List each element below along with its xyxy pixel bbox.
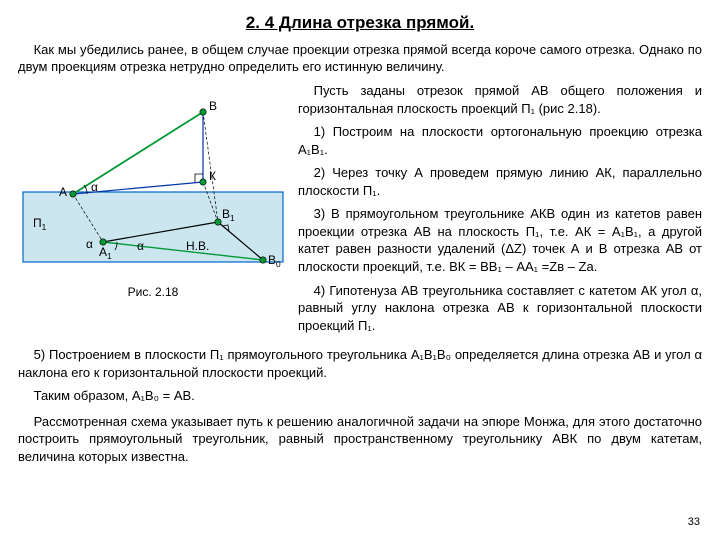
svg-text:К: К: [209, 169, 216, 183]
title: 2. 4 Длина отрезка прямой.: [18, 12, 702, 35]
rhs-top: Пусть заданы отрезок прямой АВ общего по…: [298, 82, 702, 117]
svg-text:α: α: [91, 180, 98, 194]
rhs-1: 1) Построим на плоскости ортогональную п…: [298, 123, 702, 158]
rhs-2: 2) Через точку А проведем прямую линию А…: [298, 164, 702, 199]
page-number: 33: [688, 515, 700, 530]
figure-2-18: П1αααН.В.АВКА1В1В0 Рис. 2.18: [18, 82, 288, 300]
bottom-3: Рассмотренная схема указывает путь к реш…: [18, 413, 702, 466]
rhs-4: 4) Гипотенуза АВ треугольника составляет…: [298, 282, 702, 335]
svg-text:В: В: [209, 99, 217, 113]
bottom-2: Таким образом, А₁В₀ = АВ.: [18, 387, 702, 405]
figure-caption: Рис. 2.18: [18, 284, 288, 300]
svg-text:А: А: [59, 185, 67, 199]
svg-text:α: α: [86, 237, 93, 251]
rhs-3: 3) В прямоугольном треугольнике АКВ один…: [298, 205, 702, 275]
bottom-1: 5) Построением в плоскости П₁ прямоуголь…: [18, 346, 702, 381]
figure-and-text: П1αααН.В.АВКА1В1В0 Рис. 2.18 Пусть задан…: [18, 82, 702, 340]
svg-text:α: α: [137, 239, 144, 253]
svg-text:Н.В.: Н.В.: [186, 239, 209, 253]
intro: Как мы убедились ранее, в общем случае п…: [18, 41, 702, 76]
